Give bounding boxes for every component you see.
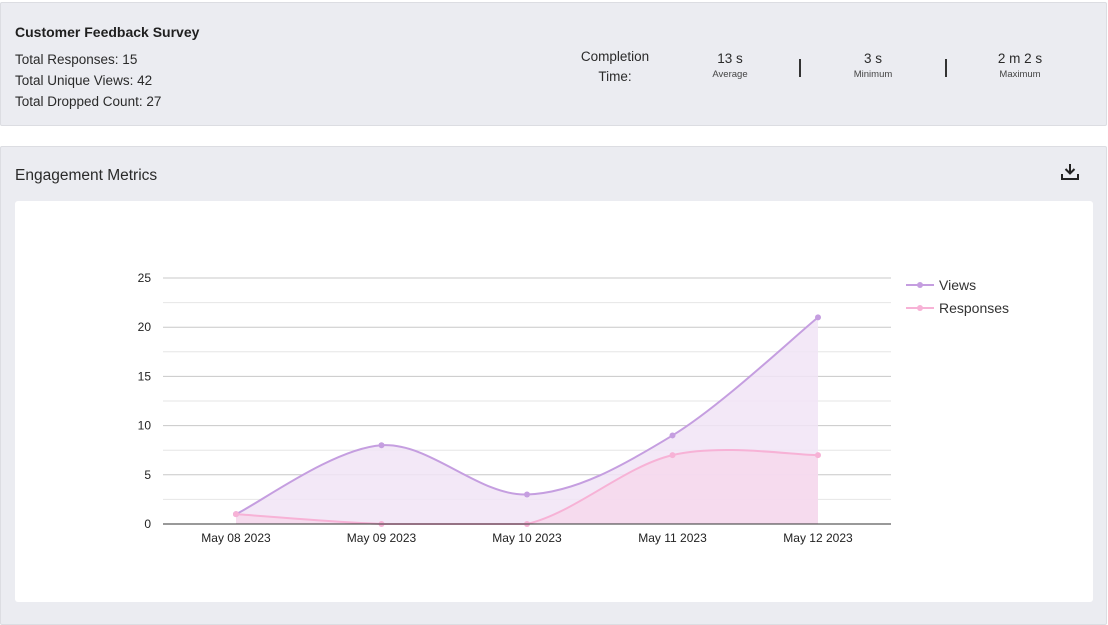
survey-summary-card: Customer Feedback Survey Total Responses… — [0, 2, 1107, 126]
x-tick-label: May 09 2023 — [347, 531, 417, 545]
y-tick-label: 0 — [144, 517, 151, 531]
engagement-metrics-card: Engagement Metrics 0 5 10 15 20 25 May 08 2023… — [0, 146, 1107, 625]
engagement-metrics-title: Engagement Metrics — [15, 167, 158, 184]
legend-label-views: Views — [939, 277, 976, 293]
completion-minimum-value: 3 s — [863, 51, 882, 66]
x-tick-label: May 08 2023 — [201, 531, 271, 545]
completion-time-label: Completion Time: — [571, 47, 659, 87]
total-dropped-count: Total Dropped Count: 27 — [15, 94, 162, 109]
engagement-chart-panel: 0 5 10 15 20 25 May 08 2023 May 09 2023 May 10 2… — [15, 201, 1093, 602]
responses-point — [669, 452, 676, 459]
responses-point — [815, 452, 821, 459]
y-tick-label: 20 — [138, 320, 152, 334]
completion-maximum-value: 2 m 2 s — [997, 51, 1043, 66]
x-tick-label: May 11 2023 — [638, 531, 707, 545]
survey-title: Customer Feedback Survey — [15, 24, 200, 40]
completion-time-label-line2: Time: — [598, 69, 632, 84]
engagement-chart: 0 5 10 15 20 25 May 08 2023 May 09 2023 May 10 2… — [138, 271, 1009, 545]
download-icon — [1061, 164, 1079, 180]
completion-separator — [799, 59, 801, 77]
legend-swatch-point — [917, 305, 923, 311]
legend-label-responses: Responses — [939, 300, 1009, 316]
responses-point — [233, 511, 239, 518]
total-unique-views: Total Unique Views: 42 — [15, 73, 153, 88]
completion-average-value: 13 s — [717, 51, 743, 66]
completion-minimum: 3 s Minimum — [828, 51, 918, 80]
completion-maximum-label: Maximum — [999, 69, 1041, 80]
views-point — [815, 314, 821, 321]
completion-separator — [945, 59, 947, 77]
legend-swatch-point — [917, 282, 923, 288]
download-button[interactable] — [1059, 161, 1081, 183]
y-tick-label: 5 — [144, 468, 151, 482]
x-tick-label: May 12 2023 — [783, 531, 853, 545]
views-point — [378, 442, 385, 449]
completion-time-label-line1: Completion — [580, 49, 650, 64]
completion-average: 13 s Average — [685, 51, 775, 80]
y-tick-label: 25 — [138, 271, 152, 285]
views-point — [524, 491, 530, 498]
completion-maximum: 2 m 2 s Maximum — [975, 51, 1065, 80]
y-tick-label: 15 — [138, 369, 152, 383]
total-responses: Total Responses: 15 — [15, 52, 138, 67]
completion-minimum-label: Minimum — [853, 69, 893, 80]
y-tick-label: 10 — [138, 419, 152, 433]
completion-average-label: Average — [712, 69, 748, 80]
responses-area — [236, 450, 818, 524]
x-tick-label: May 10 2023 — [492, 531, 562, 545]
views-point — [669, 432, 676, 439]
